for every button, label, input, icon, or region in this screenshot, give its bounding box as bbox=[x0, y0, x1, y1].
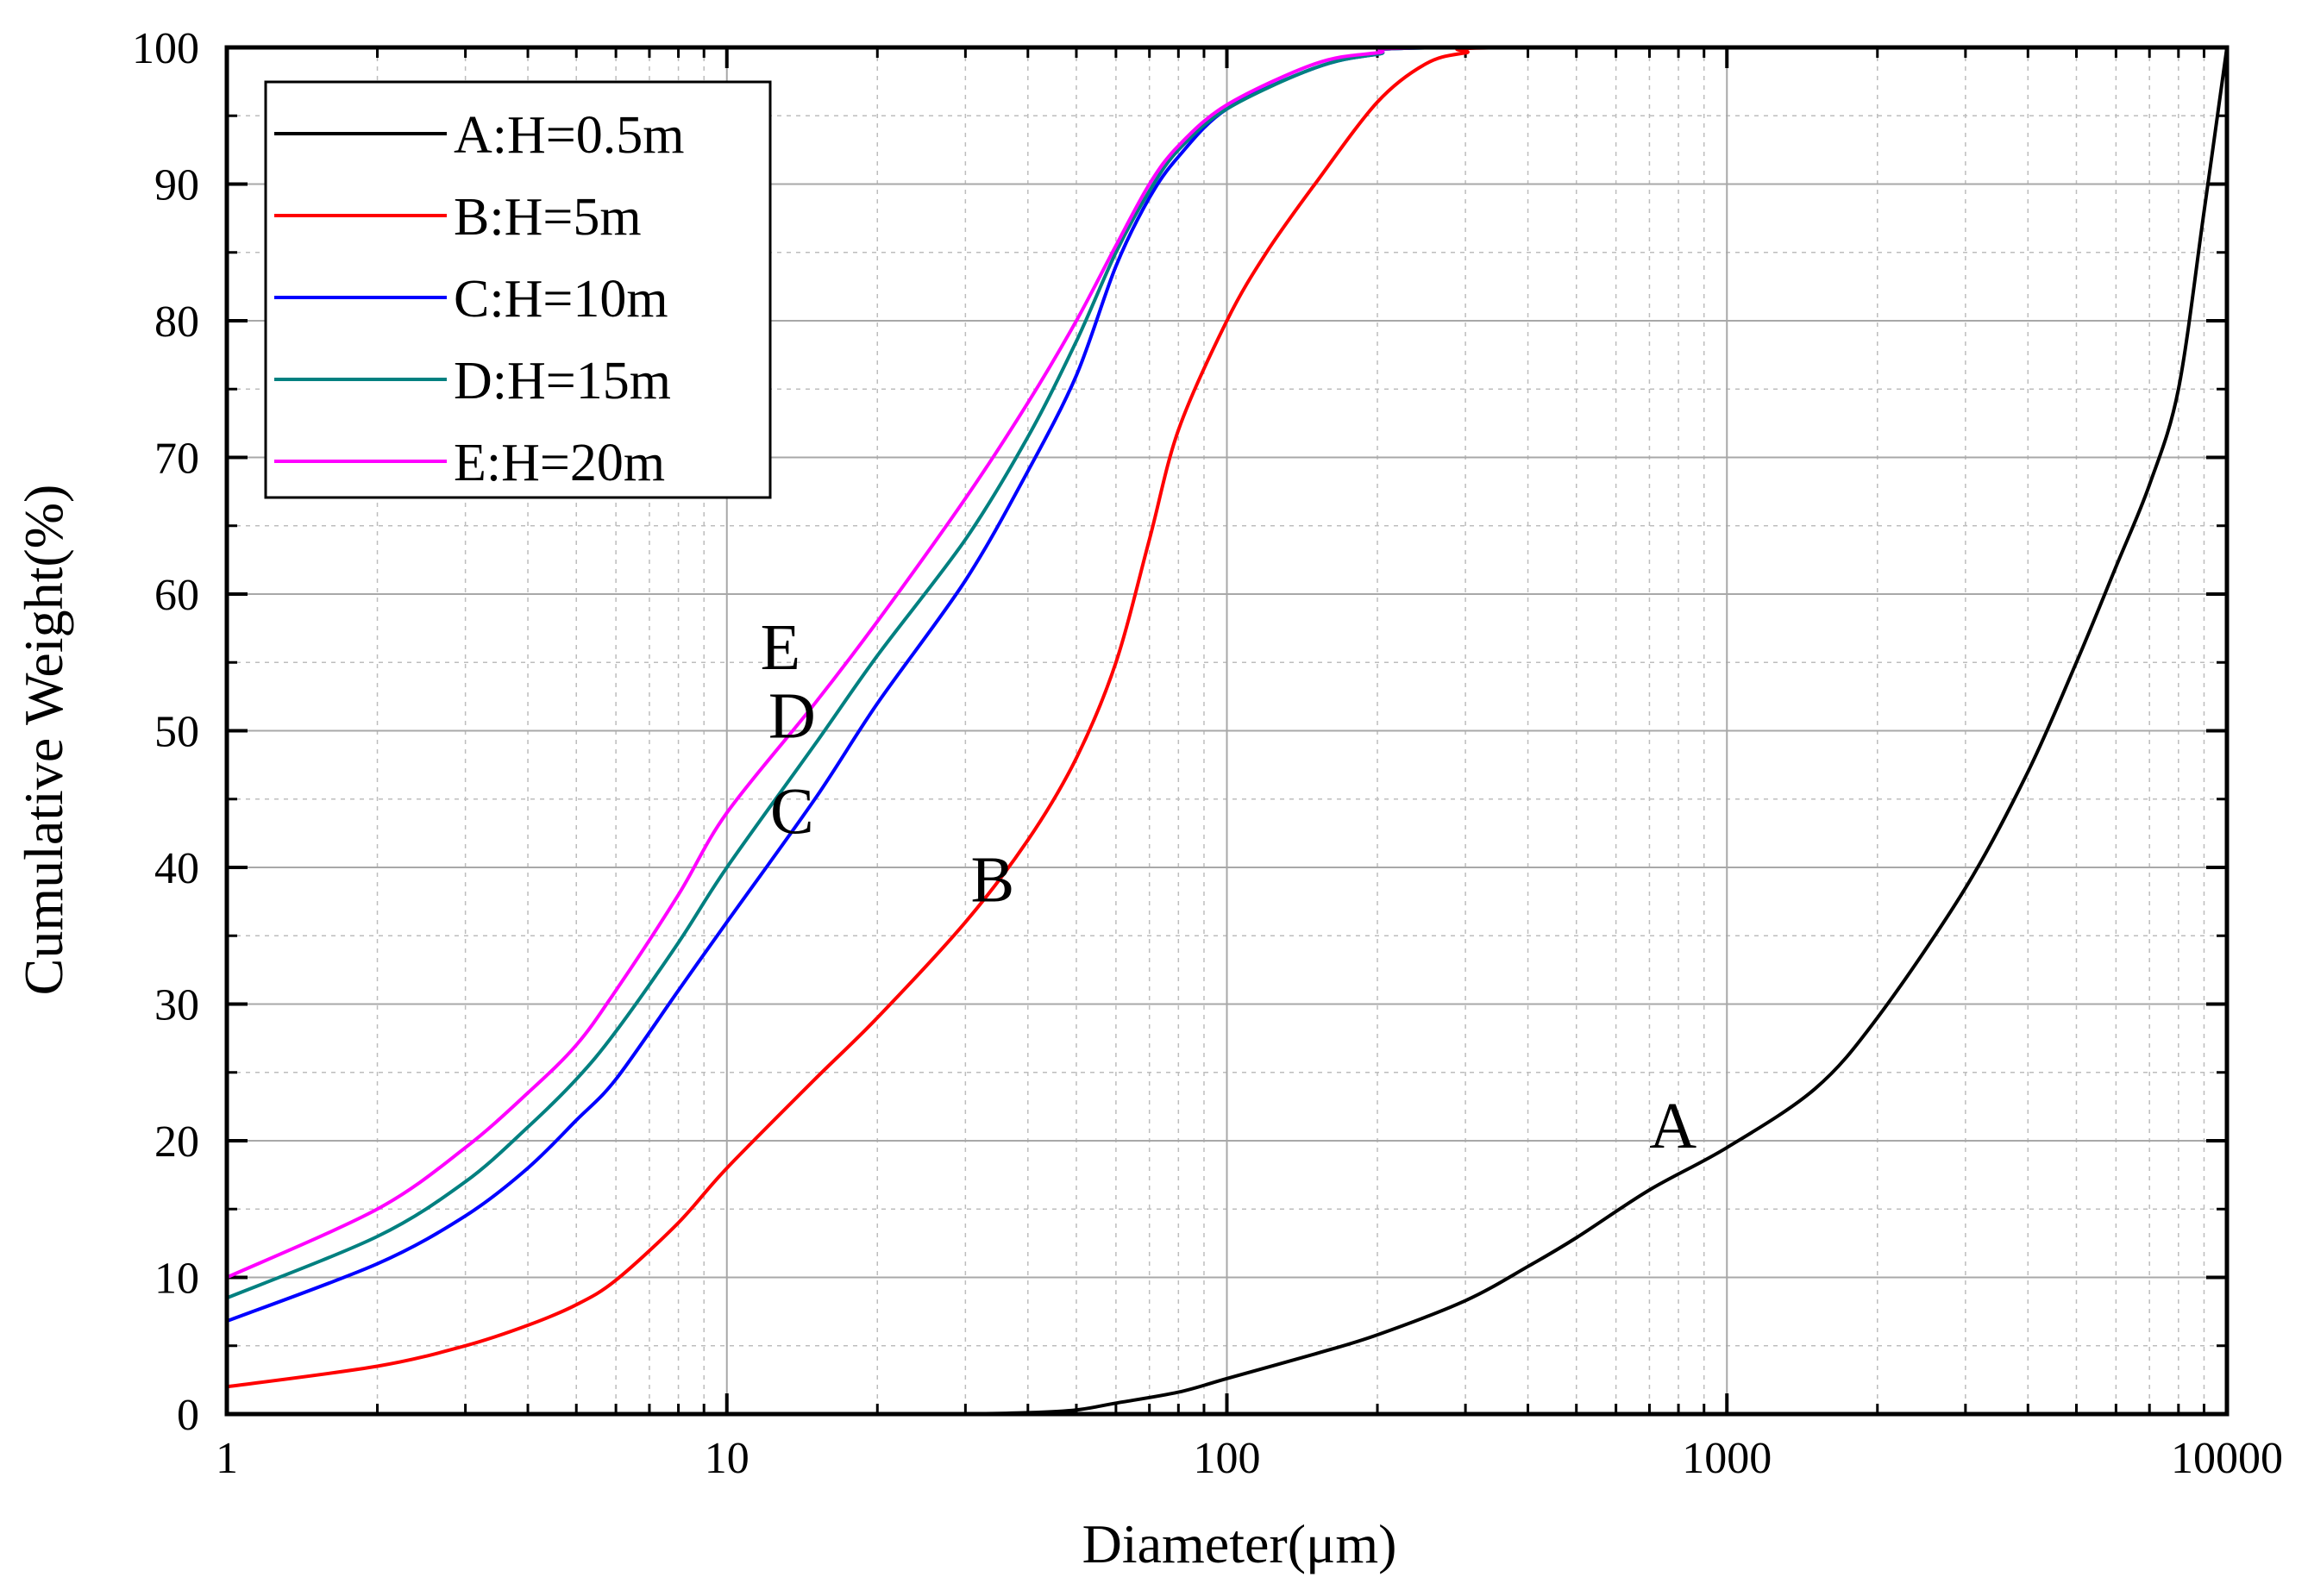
x-axis-title: Diameter(μm) bbox=[1082, 1513, 1397, 1574]
legend-label-c: C:H=10m bbox=[454, 270, 668, 329]
y-tick-label: 80 bbox=[154, 297, 199, 347]
y-tick-label: 0 bbox=[177, 1391, 199, 1440]
x-tick-label: 100 bbox=[1194, 1434, 1261, 1483]
plot-frame bbox=[224, 45, 2230, 1417]
legend-label-e: E:H=20m bbox=[454, 434, 665, 492]
y-tick-label: 100 bbox=[132, 24, 199, 73]
y-tick-label: 20 bbox=[154, 1117, 199, 1167]
series-layer bbox=[226, 45, 2229, 1416]
curve-label-a: A bbox=[1649, 1090, 1697, 1162]
legend-label-a: A:H=0.5m bbox=[454, 106, 684, 165]
curve-label-d: D bbox=[768, 679, 816, 752]
curve-label-e: E bbox=[761, 611, 800, 684]
legend-label-b: B:H=5m bbox=[454, 188, 642, 247]
series-line-e bbox=[226, 45, 2227, 1280]
y-axis-title: Cumulative Weight(%) bbox=[13, 485, 74, 996]
y-tick-label: 30 bbox=[154, 981, 199, 1030]
y-tick-label: 90 bbox=[154, 161, 199, 210]
series-line-a bbox=[965, 47, 2229, 1416]
legend-label-d: D:H=15m bbox=[454, 352, 671, 410]
legend: A:H=0.5m B:H=5m C:H=10m D:H=15m E:H=20m bbox=[264, 80, 772, 499]
x-tick-label: 1 bbox=[216, 1434, 238, 1483]
curve-label-c: C bbox=[770, 775, 814, 848]
y-tick-label: 40 bbox=[154, 844, 199, 893]
y-tick-label: 50 bbox=[154, 708, 199, 757]
legend-box bbox=[264, 80, 772, 499]
x-tick-labels: 1 10 100 1000 10000 bbox=[216, 1434, 2283, 1483]
y-tick-label: 10 bbox=[154, 1255, 199, 1304]
x-tick-label: 10000 bbox=[2171, 1434, 2283, 1483]
y-tick-label: 70 bbox=[154, 435, 199, 484]
y-tick-labels: 0 10 20 30 40 50 60 70 80 90 100 bbox=[132, 24, 199, 1440]
y-tick-label: 60 bbox=[154, 571, 199, 620]
curve-label-b: B bbox=[971, 844, 1015, 917]
x-tick-label: 10 bbox=[705, 1434, 749, 1483]
x-tick-label: 1000 bbox=[1682, 1434, 1772, 1483]
curve-labels: A B CDE bbox=[761, 611, 1697, 1162]
series-line-b bbox=[226, 45, 2227, 1389]
